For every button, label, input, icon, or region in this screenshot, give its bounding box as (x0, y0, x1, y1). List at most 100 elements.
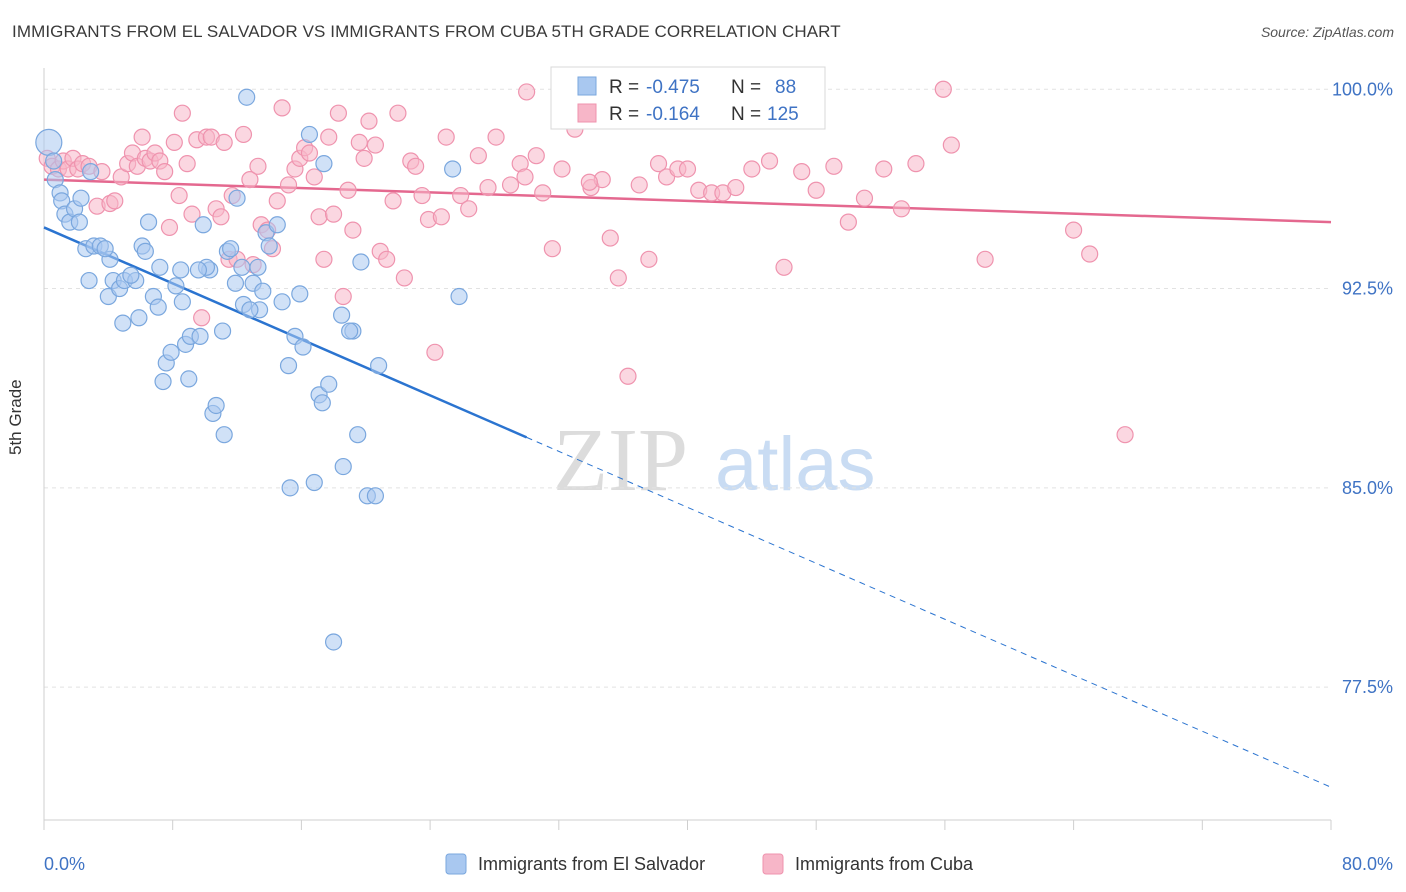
point-cuba (1081, 245, 1099, 263)
point-cuba (534, 184, 552, 202)
point-cuba (310, 208, 328, 226)
point-el-salvador (194, 216, 212, 234)
point-el-salvador (334, 457, 352, 476)
stats-n-value-blue: 88 (775, 77, 796, 98)
point-el-salvador (324, 633, 343, 651)
point-cuba (609, 269, 627, 287)
point-cuba (350, 133, 368, 152)
point-el-salvador (136, 242, 154, 260)
point-el-salvador (173, 293, 191, 311)
point-el-salvador (162, 343, 180, 361)
legend-swatch-el-salvador (445, 853, 467, 875)
point-el-salvador (450, 287, 468, 306)
point-cuba (305, 168, 323, 186)
point-el-salvador (268, 216, 286, 234)
point-el-salvador (180, 370, 198, 388)
point-cuba (892, 200, 911, 218)
point-cuba (212, 208, 230, 226)
point-cuba (839, 213, 857, 231)
point-cuba (543, 240, 561, 258)
point-cuba (300, 144, 319, 162)
point-cuba (329, 104, 348, 122)
point-cuba (234, 125, 253, 144)
point-el-salvador (189, 261, 208, 279)
point-el-salvador (72, 189, 90, 207)
point-cuba (334, 287, 352, 306)
point-cuba (170, 186, 188, 205)
point-el-salvador (349, 426, 367, 444)
point-cuba (178, 155, 196, 173)
point-cuba (407, 157, 425, 175)
point-cuba (1064, 221, 1083, 239)
trend-line-cuba (43, 178, 1332, 224)
point-cuba (553, 160, 571, 178)
point-el-salvador (370, 357, 388, 375)
point-el-salvador (238, 88, 256, 106)
point-cuba (640, 250, 658, 268)
point-cuba (460, 200, 478, 218)
point-el-salvador (273, 293, 291, 311)
trend-line-el-salvador (43, 226, 528, 439)
stats-legend: R = -0.475 N = 88 R = -0.164 N = 125 (550, 66, 826, 130)
chart-title: IMMIGRANTS FROM EL SALVADOR VS IMMIGRANT… (12, 22, 841, 41)
point-cuba (516, 168, 534, 186)
point-el-salvador (320, 375, 338, 393)
watermark-atlas: atlas (715, 422, 876, 507)
stats-r-value-pink: -0.164 (646, 104, 700, 125)
point-cuba (432, 208, 450, 226)
point-el-salvador (260, 237, 278, 255)
stats-swatch-pink (577, 103, 597, 123)
stats-n-label-blue: N = (731, 77, 761, 98)
point-cuba (249, 157, 267, 175)
point-el-salvador (300, 125, 319, 144)
watermark: ZIP atlas (553, 411, 876, 510)
point-cuba (469, 147, 487, 165)
point-el-salvador (139, 213, 158, 231)
point-el-salvador (226, 274, 245, 292)
point-el-salvador (228, 189, 246, 207)
stats-legend-frame (550, 66, 826, 130)
point-cuba (487, 128, 505, 146)
point-cuba (366, 136, 385, 154)
point-cuba (160, 218, 179, 237)
point-cuba (678, 160, 697, 178)
point-el-salvador (444, 160, 462, 178)
point-cuba (527, 147, 545, 165)
point-cuba (106, 192, 124, 210)
point-el-salvador (294, 338, 312, 356)
point-cuba (934, 80, 952, 98)
gridlines (44, 88, 1331, 688)
point-cuba (501, 176, 520, 194)
point-cuba (378, 250, 396, 268)
point-cuba (173, 104, 191, 122)
watermark-zip: ZIP (553, 411, 688, 510)
point-cuba (133, 128, 151, 146)
point-cuba (630, 176, 648, 194)
y-tick-label: 100.0% (1332, 79, 1393, 99)
point-el-salvador (35, 128, 63, 157)
point-cuba (976, 250, 994, 268)
stats-swatch-blue (577, 76, 597, 96)
point-cuba (315, 250, 333, 268)
point-el-salvador (222, 240, 240, 258)
point-cuba (743, 160, 761, 178)
point-cuba (395, 269, 413, 287)
point-el-salvador (249, 258, 267, 276)
point-el-salvador (241, 301, 259, 319)
legend-swatch-cuba (762, 853, 784, 875)
point-cuba (215, 133, 233, 152)
point-cuba (426, 343, 444, 361)
point-el-salvador (213, 322, 232, 340)
point-el-salvador (154, 372, 172, 391)
point-cuba (825, 157, 843, 175)
y-tick-label: 85.0% (1342, 478, 1393, 498)
point-el-salvador (215, 426, 233, 444)
point-cuba (183, 205, 201, 223)
x-tick-labels: 0.0% 80.0% (44, 854, 1393, 874)
point-el-salvador (281, 479, 299, 497)
stats-r-label-pink: R = (609, 104, 639, 125)
point-cuba (389, 104, 407, 122)
point-cuba (855, 189, 874, 207)
point-el-salvador (341, 322, 359, 340)
